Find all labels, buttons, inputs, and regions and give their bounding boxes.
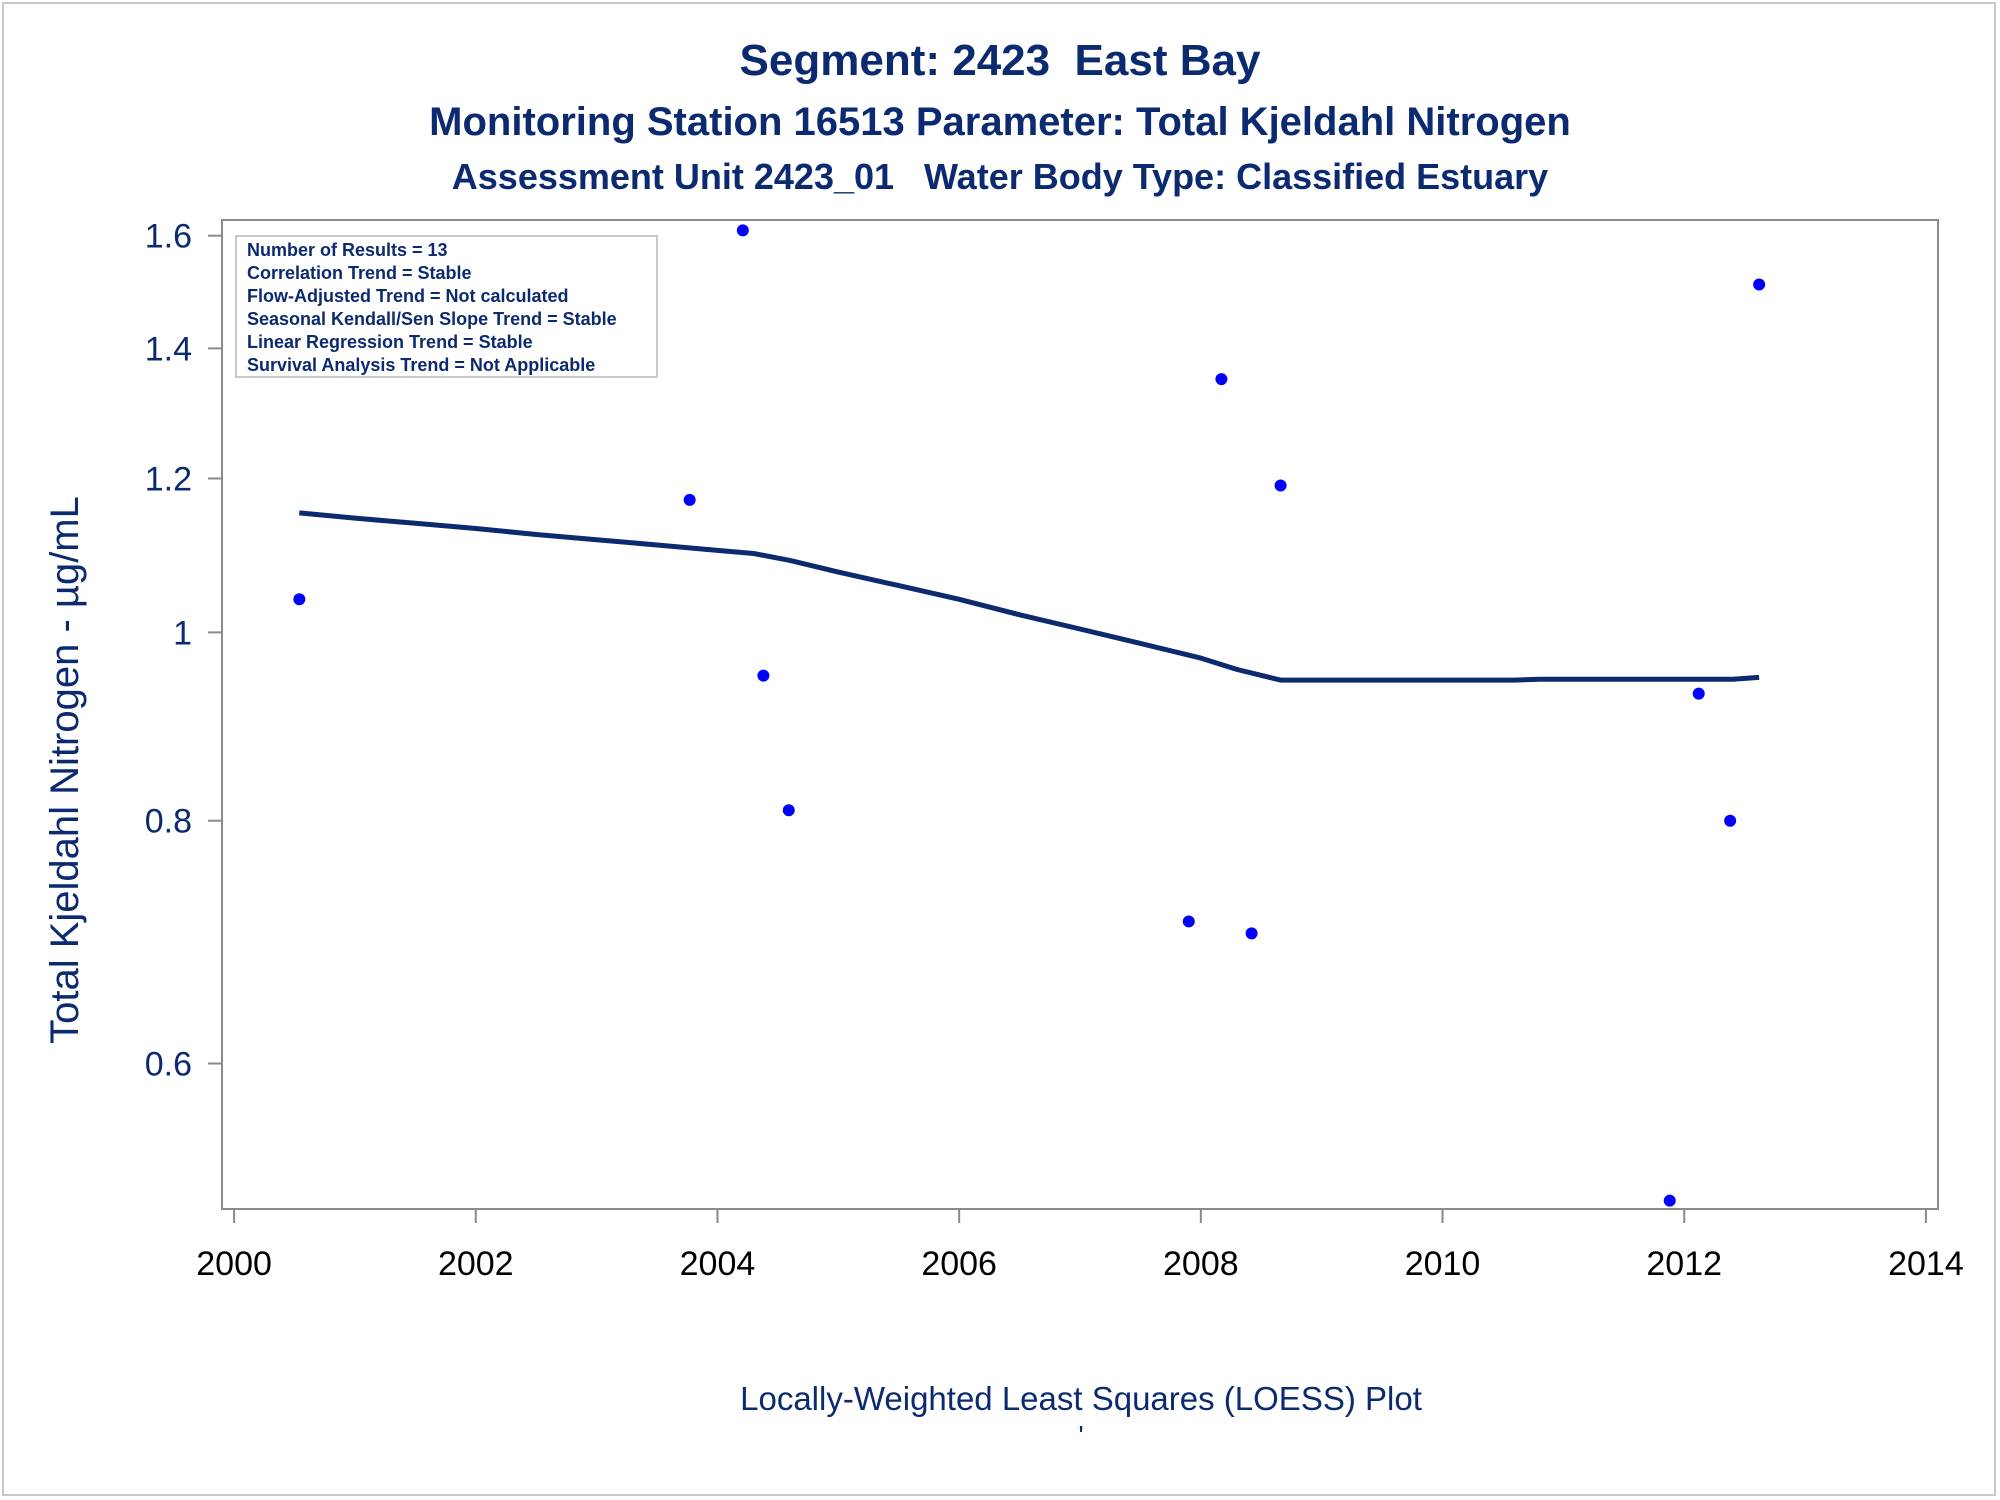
data-point	[1753, 278, 1766, 291]
stats-box-line: Seasonal Kendall/Sen Slope Trend = Stabl…	[247, 309, 617, 329]
chart-footnote: Locally-Weighted Least Squares (LOESS) P…	[740, 1380, 1422, 1417]
y-tick-label: 1.4	[145, 330, 192, 368]
data-point	[757, 669, 770, 682]
chart-footnote-mark: '	[1078, 1420, 1084, 1451]
x-tick-label: 2008	[1163, 1245, 1239, 1283]
y-tick-label: 1	[173, 614, 192, 652]
x-tick-label: 2014	[1888, 1245, 1964, 1283]
loess-line	[299, 510, 1760, 683]
x-tick-label: 2006	[921, 1245, 997, 1283]
chart-subtitle-assessment: Assessment Unit 2423_01 Water Body Type:…	[451, 156, 1549, 197]
chart-title: Segment: 2423 East Bay	[739, 36, 1261, 85]
stats-box-line: Correlation Trend = Stable	[247, 263, 472, 283]
data-point	[293, 593, 306, 606]
chart-subtitle-station: Monitoring Station 16513 Parameter: Tota…	[429, 100, 1571, 144]
data-point	[1724, 814, 1737, 827]
x-tick-label: 2010	[1405, 1245, 1481, 1283]
y-tick-label: 1.6	[145, 218, 192, 256]
points-layer	[293, 224, 1766, 1207]
stats-box-frame	[235, 235, 658, 378]
data-point	[1245, 927, 1258, 940]
x-axis: 2000 2002 2004 2006 2008 2010 2012 2014	[196, 1209, 1964, 1283]
x-tick-label: 2012	[1646, 1245, 1722, 1283]
y-tick-label: 0.6	[145, 1046, 192, 1084]
data-point	[782, 804, 795, 817]
data-point	[1182, 915, 1195, 928]
x-tick-label: 2004	[680, 1245, 756, 1283]
loess-layer	[299, 510, 1760, 683]
data-point	[736, 224, 749, 237]
y-axis-title: Total Kjeldahl Nitrogen - µg/mL	[43, 496, 87, 1044]
data-point	[1692, 687, 1705, 700]
stats-box-line: Number of Results = 13	[247, 240, 448, 260]
data-point	[1215, 373, 1228, 386]
y-tick-label: 1.2	[145, 460, 192, 498]
stats-box: Number of Results = 13 Correlation Trend …	[235, 235, 658, 378]
stats-box-line: Linear Regression Trend = Stable	[247, 332, 533, 352]
stats-box-line: Flow-Adjusted Trend = Not calculated	[247, 286, 569, 306]
stats-box-line: Survival Analysis Trend = Not Applicable	[247, 355, 595, 375]
y-axis: 0.6 0.8 1 1.2 1.4 1.6	[145, 218, 222, 1084]
y-tick-label: 0.8	[145, 803, 192, 841]
data-point	[683, 493, 696, 506]
x-tick-label: 2002	[438, 1245, 514, 1283]
plot-area-frame	[221, 219, 1939, 1210]
x-tick-label: 2000	[196, 1245, 272, 1283]
data-point	[1663, 1194, 1676, 1207]
data-point	[1274, 479, 1287, 492]
